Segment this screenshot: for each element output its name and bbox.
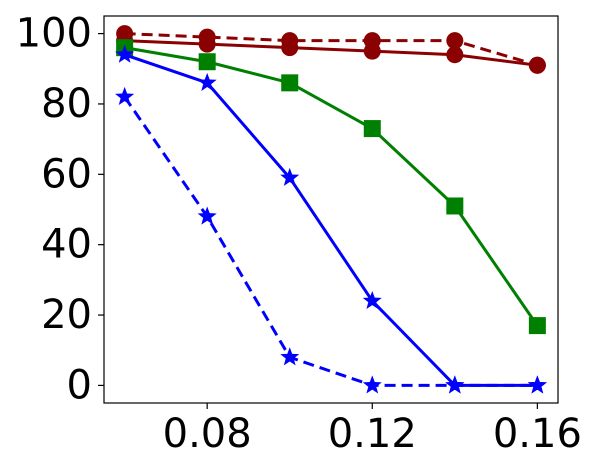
data-point: [115, 86, 135, 106]
data-point: [280, 347, 300, 366]
series-4-line: [124, 53, 538, 387]
data-point: [115, 44, 135, 63]
x-tick-label: 0.08: [163, 411, 252, 457]
data-point: [198, 53, 216, 71]
series-4: [115, 44, 547, 394]
y-tick-label: 0: [67, 362, 92, 408]
series-1-line: [124, 32, 538, 67]
y-tick-label: 100: [16, 11, 92, 57]
data-point: [528, 317, 546, 335]
data-point: [446, 46, 464, 64]
series-3-line: [124, 46, 539, 327]
data-point: [363, 42, 381, 60]
y-tick-label: 20: [41, 292, 92, 338]
data-point: [445, 375, 465, 394]
data-point: [197, 72, 217, 91]
data-point: [197, 206, 217, 225]
data-point: [528, 56, 546, 74]
data-point: [281, 74, 299, 92]
axis-layer: 0 20 40 60 80 100 0.08 0.12 0.16: [16, 11, 582, 457]
series-2-line: [124, 39, 538, 67]
y-tick-label: 40: [41, 222, 92, 268]
data-point: [280, 167, 300, 186]
data-point: [362, 375, 382, 394]
series-5: [115, 86, 547, 394]
data-point: [527, 375, 547, 394]
data-point: [446, 32, 464, 50]
plot-frame: [103, 15, 559, 404]
series-2: [116, 32, 546, 74]
x-tick-label: 0.12: [328, 411, 417, 457]
y-tick-label: 60: [41, 151, 92, 197]
y-tick-label: 80: [41, 81, 92, 127]
x-tick-label: 0.16: [493, 411, 582, 457]
series-3: [116, 39, 546, 335]
data-point: [362, 290, 382, 310]
data-point: [363, 120, 381, 138]
data-point: [198, 35, 216, 53]
data-point: [281, 39, 299, 57]
data-point: [446, 197, 464, 215]
series-layer: [115, 25, 547, 394]
series-5-line: [123, 96, 538, 387]
